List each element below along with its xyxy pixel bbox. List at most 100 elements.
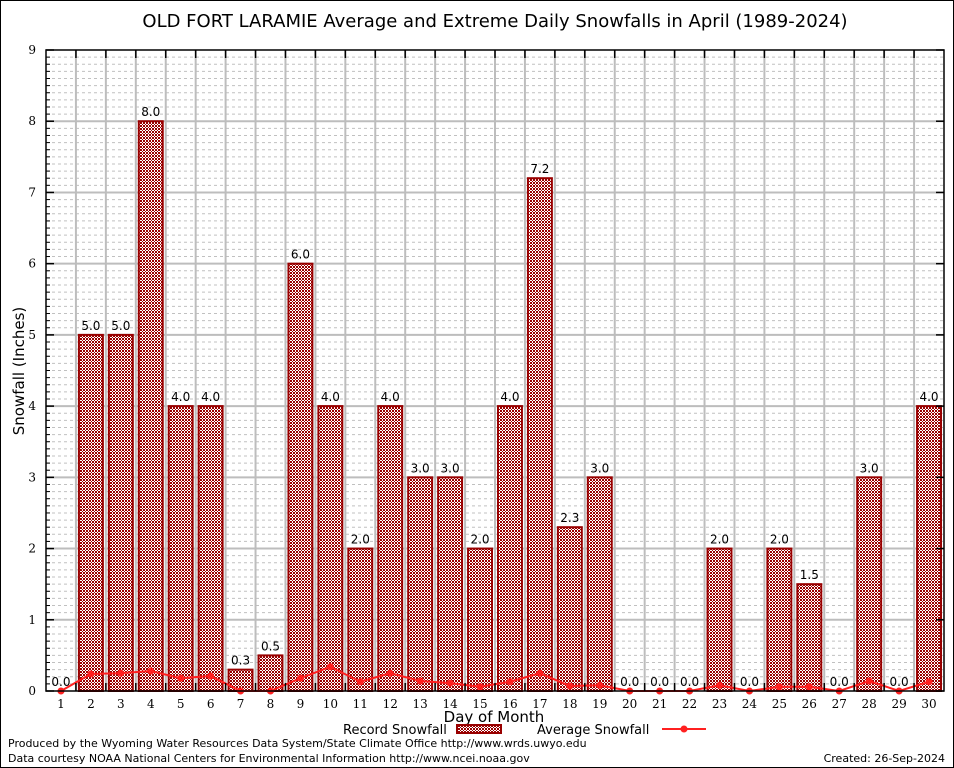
- bar-label-day-22: 0.0: [680, 675, 699, 689]
- x-tick-label: 7: [237, 697, 245, 711]
- bar-label-day-24: 0.0: [740, 675, 759, 689]
- x-tick-label: 30: [921, 697, 936, 711]
- average-point-day-16: [506, 678, 514, 686]
- bar-label-day-4: 8.0: [141, 105, 160, 119]
- grid: [46, 50, 944, 691]
- bar-day-2: [77, 333, 104, 692]
- bar-day-8: [257, 654, 284, 693]
- x-tick-label: 21: [652, 697, 667, 711]
- average-point-day-25: [775, 683, 783, 691]
- y-tick-label: 4: [28, 399, 36, 413]
- bar-day-5: [167, 405, 194, 692]
- x-tick-label: 13: [413, 697, 428, 711]
- average-point-day-14: [446, 679, 454, 687]
- x-tick-label: 19: [592, 697, 607, 711]
- y-axis-label: Snowfall (Inches): [10, 307, 28, 435]
- bar-day-19: [586, 476, 613, 693]
- plot-border: [45, 49, 945, 692]
- x-tick-label: 2: [87, 697, 95, 711]
- bar-label-day-6: 4.0: [201, 390, 220, 404]
- bar-day-9: [287, 262, 314, 692]
- bar-label-day-14: 3.0: [441, 461, 460, 475]
- bar-label-day-30: 4.0: [919, 390, 938, 404]
- bar-day-26: [796, 583, 823, 693]
- bar-day-12: [377, 405, 404, 692]
- average-point-day-4: [147, 667, 155, 675]
- bar-label-day-29: 0.0: [890, 675, 909, 689]
- average-point-day-26: [805, 683, 813, 691]
- bar-label-day-16: 4.0: [500, 390, 519, 404]
- bar-day-16: [496, 405, 523, 692]
- bar-label-day-7: 0.3: [231, 654, 250, 668]
- x-tick-label: 16: [502, 697, 517, 711]
- bar-day-23: [706, 547, 733, 692]
- x-tick-label: 5: [177, 697, 185, 711]
- x-tick-label: 18: [562, 697, 577, 711]
- average-point-day-11: [356, 678, 364, 686]
- y-tick-label: 7: [28, 185, 36, 199]
- x-tick-label: 1: [57, 697, 65, 711]
- average-point-day-13: [416, 677, 424, 685]
- y-tick-label: 5: [28, 328, 36, 342]
- x-tick-label: 8: [267, 697, 275, 711]
- y-tick-label: 8: [28, 114, 36, 128]
- x-tick-label: 25: [772, 697, 787, 711]
- bar-label-day-20: 0.0: [620, 675, 639, 689]
- x-tick-label: 29: [891, 697, 906, 711]
- x-tick-label: 20: [622, 697, 637, 711]
- footer-data-courtesy: Data courtesy NOAA National Centers for …: [8, 752, 530, 765]
- x-tick-label: 4: [147, 697, 155, 711]
- average-point-day-10: [326, 663, 334, 671]
- x-tick-label: 17: [532, 697, 547, 711]
- bar-label-day-12: 4.0: [381, 390, 400, 404]
- footer-created: Created: 26-Sep-2024: [824, 752, 945, 765]
- average-point-day-6: [207, 672, 215, 680]
- average-point-day-19: [596, 681, 604, 689]
- x-tick-label: 10: [323, 697, 338, 711]
- x-tick-label: 14: [442, 697, 458, 711]
- bar-label-day-11: 2.0: [351, 533, 370, 547]
- bar-label-day-5: 4.0: [171, 390, 190, 404]
- average-point-day-9: [296, 674, 304, 682]
- y-tick-label: 0: [28, 684, 36, 698]
- bar-label-day-2: 5.0: [81, 319, 100, 333]
- average-point-day-3: [117, 669, 125, 677]
- bar-day-15: [467, 547, 494, 692]
- average-point-day-17: [536, 669, 544, 677]
- bars: [77, 120, 943, 693]
- bar-day-11: [347, 547, 374, 692]
- bar-day-14: [437, 476, 464, 693]
- legend-swatch-average-marker: [680, 725, 688, 733]
- bar-label-day-27: 0.0: [830, 675, 849, 689]
- bar-label-day-13: 3.0: [411, 461, 430, 475]
- x-tick-label: 3: [117, 697, 125, 711]
- x-tick-label: 12: [383, 697, 398, 711]
- average-point-day-30: [925, 678, 933, 686]
- bar-day-25: [766, 547, 793, 692]
- bar-label-day-8: 0.5: [261, 639, 280, 653]
- average-point-day-23: [716, 681, 723, 689]
- legend-swatch-record: [456, 724, 502, 734]
- x-tick-label: 6: [207, 697, 215, 711]
- bar-day-4: [137, 120, 164, 692]
- bar-label-day-10: 4.0: [321, 390, 340, 404]
- y-tick-label: 6: [28, 257, 36, 271]
- bar-day-18: [556, 526, 583, 693]
- average-point-day-28: [865, 677, 873, 685]
- bar-day-3: [107, 333, 134, 692]
- bar-day-13: [407, 476, 434, 693]
- bar-label-day-21: 0.0: [650, 675, 669, 689]
- bar-day-10: [317, 405, 344, 692]
- bar-label-day-28: 3.0: [860, 461, 879, 475]
- x-tick-label: 27: [832, 697, 847, 711]
- bar-label-day-17: 7.2: [530, 162, 549, 176]
- average-point-day-2: [87, 670, 95, 678]
- bar-day-6: [197, 405, 224, 692]
- average-point-day-18: [566, 682, 574, 690]
- x-tick-label: 23: [712, 697, 727, 711]
- footer-produced-by: Produced by the Wyoming Water Resources …: [8, 737, 587, 750]
- x-tick-label: 24: [742, 697, 758, 711]
- bar-label-day-25: 2.0: [770, 533, 789, 547]
- x-tick-label: 11: [353, 697, 368, 711]
